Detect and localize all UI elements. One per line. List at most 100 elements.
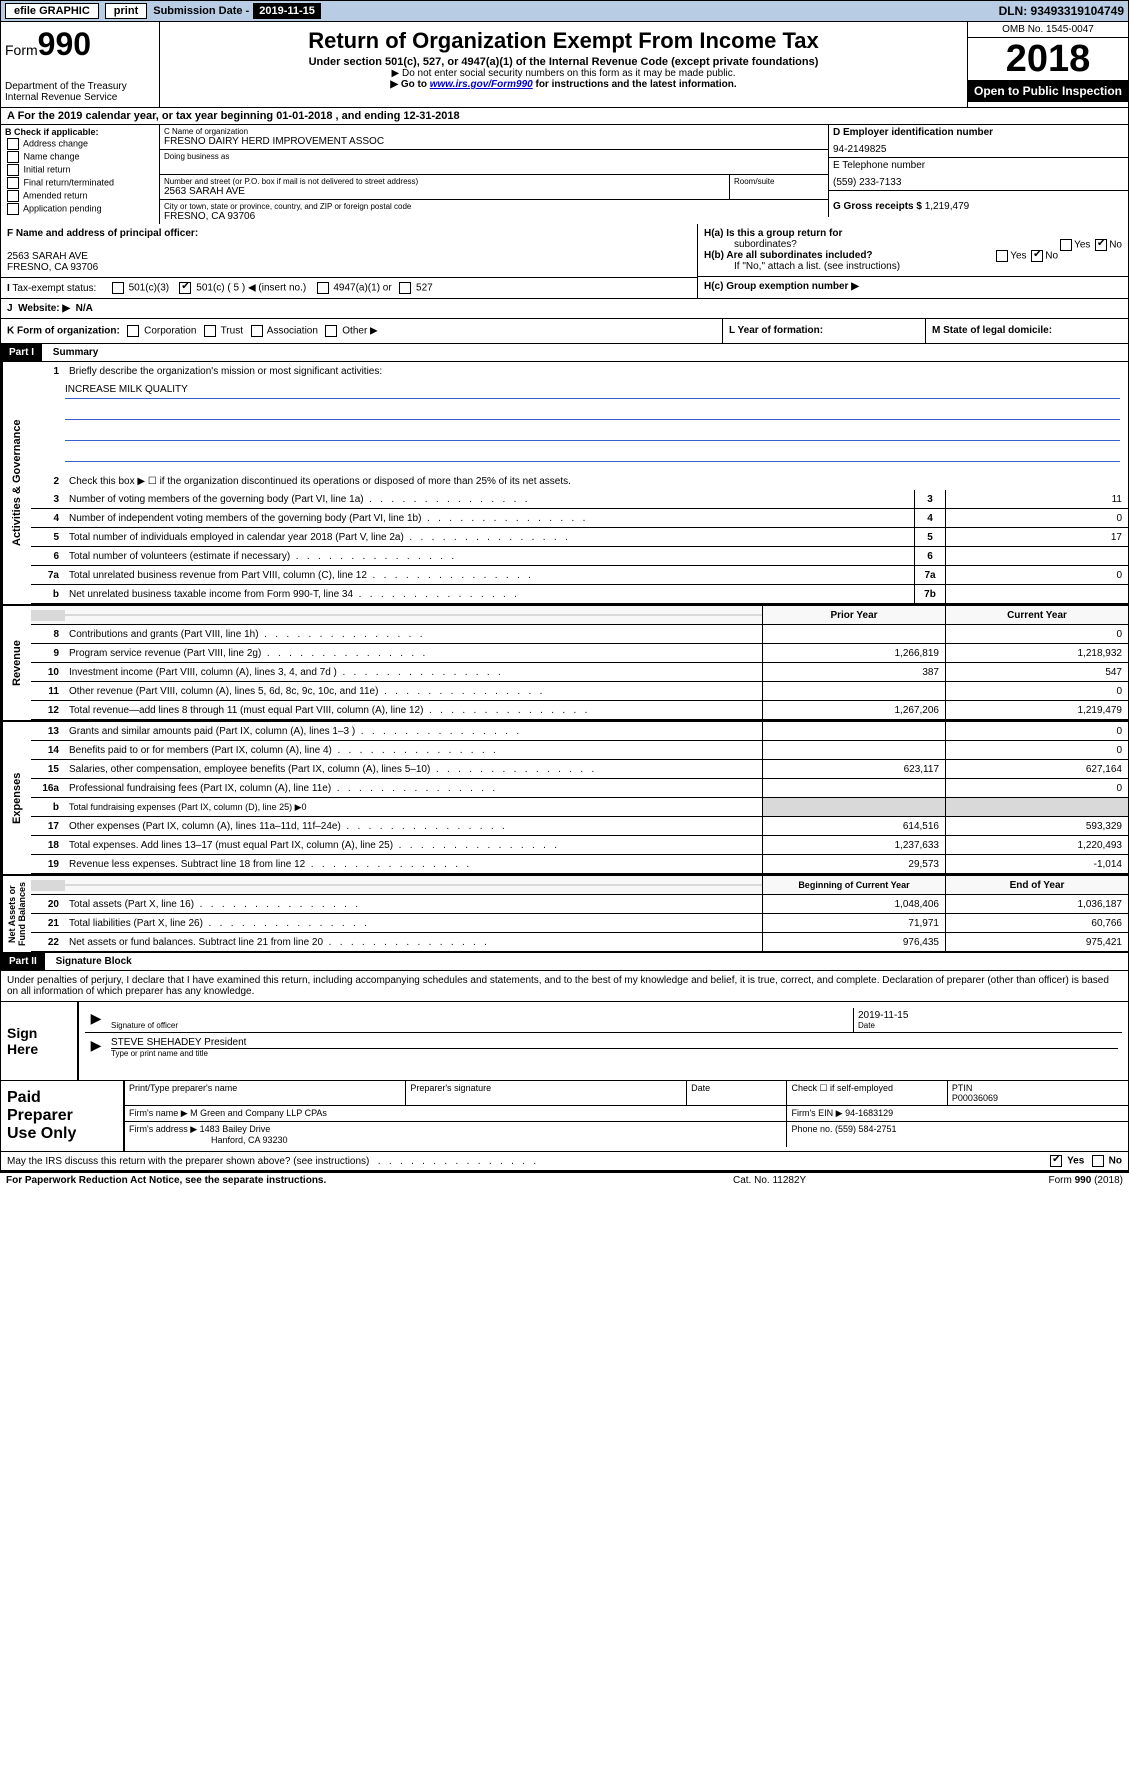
table-row: 21Total liabilities (Part X, line 26)71,… xyxy=(31,914,1128,933)
omb-number: OMB No. 1545-0047 xyxy=(968,22,1128,38)
form-number: Form990 xyxy=(5,26,155,63)
hb-no[interactable] xyxy=(1031,250,1043,262)
efile-button[interactable]: efile GRAPHIC xyxy=(5,3,99,19)
submission-label: Submission Date - xyxy=(153,5,249,17)
gross-receipts-value: 1,219,479 xyxy=(925,201,970,212)
form-note-1: ▶ Do not enter social security numbers o… xyxy=(164,68,963,79)
firm-phone-label: Phone no. xyxy=(791,1124,832,1134)
table-row: 13Grants and similar amounts paid (Part … xyxy=(31,722,1128,741)
name-title-label: Type or print name and title xyxy=(111,1049,1118,1058)
room-label: Room/suite xyxy=(734,177,824,186)
pp-self-employed: Check ☐ if self-employed xyxy=(791,1083,893,1093)
cb-name-change[interactable] xyxy=(7,151,19,163)
part2-header: Part II xyxy=(1,953,45,970)
ptin-label: PTIN xyxy=(952,1083,973,1093)
form-title: Return of Organization Exempt From Incom… xyxy=(164,28,963,54)
table-row: 22Net assets or fund balances. Subtract … xyxy=(31,933,1128,952)
table-row: 14Benefits paid to or for members (Part … xyxy=(31,741,1128,760)
phone-value: (559) 233-7133 xyxy=(833,177,1124,188)
sig-officer-label: Signature of officer xyxy=(111,1021,849,1030)
discuss-no[interactable] xyxy=(1092,1155,1104,1167)
part2-title: Signature Block xyxy=(48,953,140,970)
pp-name-label: Print/Type preparer's name xyxy=(129,1083,237,1093)
submission-date: 2019-11-15 xyxy=(253,3,321,19)
cb-trust[interactable] xyxy=(204,325,216,337)
form-footer: Form 990 (2018) xyxy=(953,1175,1123,1186)
firm-ein-label: Firm's EIN ▶ xyxy=(791,1108,842,1118)
cb-4947[interactable] xyxy=(317,282,329,294)
cb-amended-return[interactable] xyxy=(7,190,19,202)
hb-yes[interactable] xyxy=(996,250,1008,262)
end-year-hdr: End of Year xyxy=(945,876,1128,894)
hb-label: H(b) Are all subordinates included? xyxy=(704,250,873,261)
form-subtitle: Under section 501(c), 527, or 4947(a)(1)… xyxy=(164,56,963,68)
ein-label: D Employer identification number xyxy=(833,127,1124,138)
officer-addr1: 2563 SARAH AVE xyxy=(7,251,691,262)
dba-label: Doing business as xyxy=(164,152,824,161)
firm-ein: 94-1683129 xyxy=(845,1108,893,1118)
beg-year-hdr: Beginning of Current Year xyxy=(762,876,945,894)
officer-addr2: FRESNO, CA 93706 xyxy=(7,262,691,273)
paid-preparer-label: Paid Preparer Use Only xyxy=(1,1081,125,1151)
org-name: FRESNO DAIRY HERD IMPROVEMENT ASSOC xyxy=(164,136,824,147)
cb-initial-return[interactable] xyxy=(7,164,19,176)
k-label: K Form of organization: xyxy=(7,326,120,337)
discuss-question: May the IRS discuss this return with the… xyxy=(7,1156,369,1167)
firm-phone: (559) 584-2751 xyxy=(835,1124,897,1134)
firm-addr-label: Firm's address ▶ xyxy=(129,1124,197,1134)
table-row: 16aProfessional fundraising fees (Part I… xyxy=(31,779,1128,798)
firm-addr1: 1483 Bailey Drive xyxy=(200,1124,271,1134)
city-state-zip: FRESNO, CA 93706 xyxy=(164,211,824,222)
l-label: L Year of formation: xyxy=(729,325,823,336)
cb-other[interactable] xyxy=(325,325,337,337)
table-row: 12Total revenue—add lines 8 through 11 (… xyxy=(31,701,1128,720)
table-row: 18Total expenses. Add lines 13–17 (must … xyxy=(31,836,1128,855)
table-row: 6Total number of volunteers (estimate if… xyxy=(31,547,1128,566)
cb-501c[interactable] xyxy=(179,282,191,294)
dln: DLN: 93493319104749 xyxy=(999,4,1124,18)
street-address: 2563 SARAH AVE xyxy=(164,186,725,197)
part1-title: Summary xyxy=(45,344,107,361)
table-row: 5Total number of individuals employed in… xyxy=(31,528,1128,547)
firm-name-label: Firm's name ▶ xyxy=(129,1108,188,1118)
ha-label: H(a) Is this a group return for xyxy=(704,228,842,239)
department: Department of the Treasury Internal Reve… xyxy=(5,81,155,103)
officer-name: STEVE SHEHADEY President xyxy=(111,1037,246,1048)
table-row: bNet unrelated business taxable income f… xyxy=(31,585,1128,604)
cb-501c3[interactable] xyxy=(112,282,124,294)
cb-application-pending[interactable] xyxy=(7,203,19,215)
table-row: 20Total assets (Part X, line 16)1,048,40… xyxy=(31,895,1128,914)
form-note-2: ▶ Go to www.irs.gov/Form990 for instruct… xyxy=(164,79,963,90)
side-governance: Activities & Governance xyxy=(1,362,31,604)
pp-sig-label: Preparer's signature xyxy=(410,1083,491,1093)
sign-here-label: Sign Here xyxy=(1,1002,79,1080)
cb-corp[interactable] xyxy=(127,325,139,337)
mission-text: INCREASE MILK QUALITY xyxy=(65,384,188,395)
cb-address-change[interactable] xyxy=(7,138,19,150)
table-row: 9Program service revenue (Part VIII, lin… xyxy=(31,644,1128,663)
table-row: 19Revenue less expenses. Subtract line 1… xyxy=(31,855,1128,874)
ein-value: 94-2149825 xyxy=(833,144,1124,155)
table-row: 3Number of voting members of the governi… xyxy=(31,490,1128,509)
ha-no[interactable] xyxy=(1095,239,1107,251)
discuss-yes[interactable] xyxy=(1050,1155,1062,1167)
org-name-label: C Name of organization xyxy=(164,127,824,136)
hb-note: If "No," attach a list. (see instruction… xyxy=(704,261,1122,272)
print-button[interactable]: print xyxy=(105,3,147,19)
table-row: 7aTotal unrelated business revenue from … xyxy=(31,566,1128,585)
addr-label: Number and street (or P.O. box if mail i… xyxy=(164,177,725,186)
part1-header: Part I xyxy=(1,344,42,361)
ha-yes[interactable] xyxy=(1060,239,1072,251)
officer-label: F Name and address of principal officer: xyxy=(7,228,691,239)
arrow-icon: ▶ xyxy=(85,1035,107,1060)
table-row: 8Contributions and grants (Part VIII, li… xyxy=(31,625,1128,644)
prior-year-hdr: Prior Year xyxy=(762,606,945,624)
open-to-public: Open to Public Inspection xyxy=(968,80,1128,102)
arrow-icon: ▶ xyxy=(85,1008,107,1032)
cb-527[interactable] xyxy=(399,282,411,294)
irs-link[interactable]: www.irs.gov/Form990 xyxy=(430,79,533,90)
cb-assoc[interactable] xyxy=(251,325,263,337)
side-expenses: Expenses xyxy=(1,722,31,874)
cb-final-return[interactable] xyxy=(7,177,19,189)
side-revenue: Revenue xyxy=(1,606,31,720)
